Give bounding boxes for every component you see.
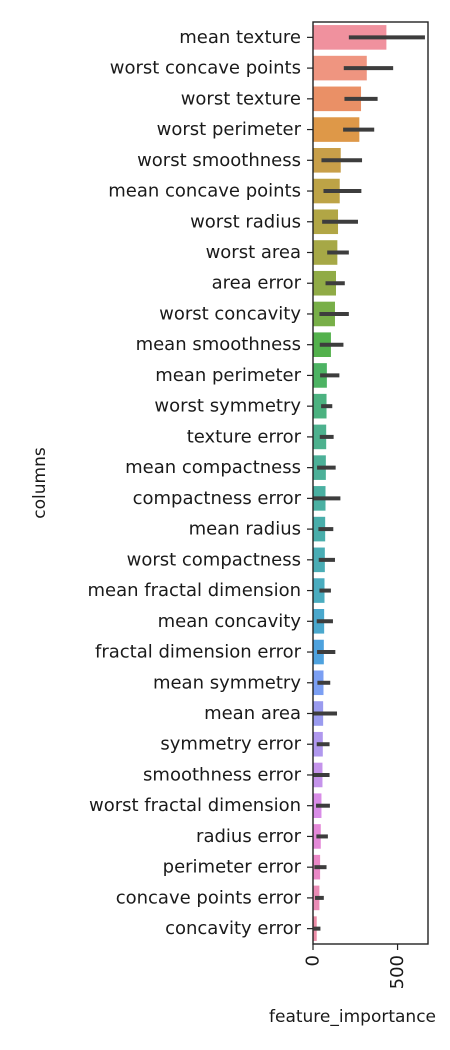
- y-tick-labels: mean texture worst concave points worst te…: [88, 27, 313, 939]
- y-tick-label: mean compactness: [125, 457, 301, 478]
- y-tick-label: concave points error: [116, 887, 302, 908]
- y-tick-label: mean smoothness: [136, 334, 301, 355]
- y-tick-label: mean perimeter: [155, 365, 301, 386]
- y-tick-label: worst perimeter: [157, 119, 302, 140]
- y-tick-label: compactness error: [133, 488, 302, 509]
- y-tick-label: worst radius: [190, 211, 301, 232]
- x-axis-label: feature_importance: [269, 1007, 436, 1027]
- y-tick-label: symmetry error: [160, 734, 301, 755]
- y-tick-label: worst concavity: [159, 303, 301, 324]
- y-tick-label: mean concavity: [158, 611, 302, 632]
- y-tick-label: worst area: [206, 242, 301, 263]
- error-bars-group: [313, 35, 425, 931]
- bar: [313, 363, 327, 388]
- bars-group: [313, 25, 387, 941]
- y-tick-label: mean texture: [179, 27, 301, 48]
- y-tick-label: smoothness error: [143, 764, 302, 785]
- y-tick-label: mean symmetry: [153, 672, 301, 693]
- y-tick-label: worst texture: [181, 88, 301, 109]
- y-axis-label: columns: [30, 447, 50, 519]
- y-tick-label: perimeter error: [163, 857, 302, 878]
- y-tick-label: mean area: [204, 703, 301, 724]
- y-tick-label: area error: [212, 273, 302, 294]
- bar: [313, 578, 325, 603]
- y-tick-label: worst fractal dimension: [89, 795, 301, 816]
- bar: [313, 270, 336, 296]
- y-tick-label: worst symmetry: [154, 396, 301, 417]
- bar: [313, 393, 327, 419]
- y-tick-label: texture error: [187, 426, 302, 447]
- y-tick-label: radius error: [196, 826, 302, 847]
- y-tick-label: worst compactness: [127, 549, 301, 570]
- x-tick-label: 500: [387, 955, 408, 989]
- x-ticks: 0 500: [303, 944, 408, 989]
- bar: [313, 424, 327, 450]
- y-tick-label: worst concave points: [110, 58, 301, 79]
- x-tick-label: 0: [303, 955, 324, 966]
- y-tick-label: worst smoothness: [137, 150, 301, 171]
- y-tick-label: fractal dimension error: [95, 642, 302, 663]
- plot-frame: [312, 21, 429, 945]
- y-tick-label: concavity error: [165, 918, 302, 939]
- y-tick-label: mean fractal dimension: [88, 580, 302, 601]
- y-tick-label: mean radius: [189, 519, 301, 540]
- y-tick-label: mean concave points: [108, 181, 301, 202]
